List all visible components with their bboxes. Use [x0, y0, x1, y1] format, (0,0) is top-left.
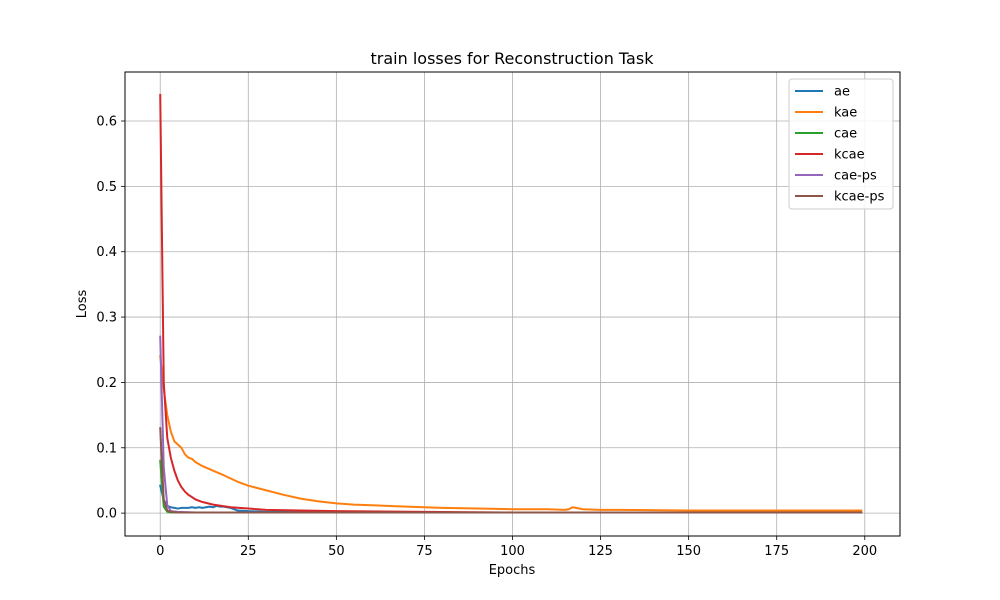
y-axis-label: Loss [75, 290, 90, 319]
x-tick-label: 125 [588, 544, 613, 559]
x-axis-label: Epochs [489, 563, 536, 578]
x-tick-label: 100 [500, 544, 525, 559]
legend-label-kcae-ps: kcae-ps [834, 190, 885, 205]
series-line-kcae-ps [159, 427, 863, 514]
x-tick-label: 0 [156, 544, 164, 559]
y-tick-label: 0.1 [96, 441, 117, 456]
y-tick-label: 0.2 [96, 376, 117, 391]
series-line-kae [159, 355, 863, 512]
legend-label-kae: kae [834, 106, 857, 121]
x-tick-label: 75 [416, 544, 433, 559]
x-tick-label: 25 [240, 544, 257, 559]
legend-label-ae: ae [834, 85, 850, 100]
y-tick-label: 0.5 [96, 180, 117, 195]
y-tick-label: 0.6 [96, 115, 117, 130]
chart-title: train losses for Reconstruction Task [371, 49, 655, 68]
x-tick-label: 200 [852, 544, 877, 559]
series-layer [159, 93, 863, 514]
x-tick-label: 50 [328, 544, 345, 559]
y-tick-label: 0.4 [96, 245, 117, 260]
legend-label-cae-ps: cae-ps [834, 169, 877, 184]
x-tick-label: 150 [676, 544, 701, 559]
legend-label-cae: cae [834, 127, 857, 142]
legend-label-kcae: kcae [834, 148, 865, 163]
y-tick-label: 0.0 [96, 507, 117, 522]
x-axis-ticks: 0 25 50 75 100 125 150 175 200 [156, 536, 877, 559]
y-tick-label: 0.3 [96, 311, 117, 326]
y-axis-ticks: 0.0 0.1 0.2 0.3 0.4 0.5 0.6 [96, 115, 125, 522]
legend: ae kae cae kcae cae-ps kcae-ps [788, 78, 894, 210]
x-tick-label: 175 [764, 544, 789, 559]
